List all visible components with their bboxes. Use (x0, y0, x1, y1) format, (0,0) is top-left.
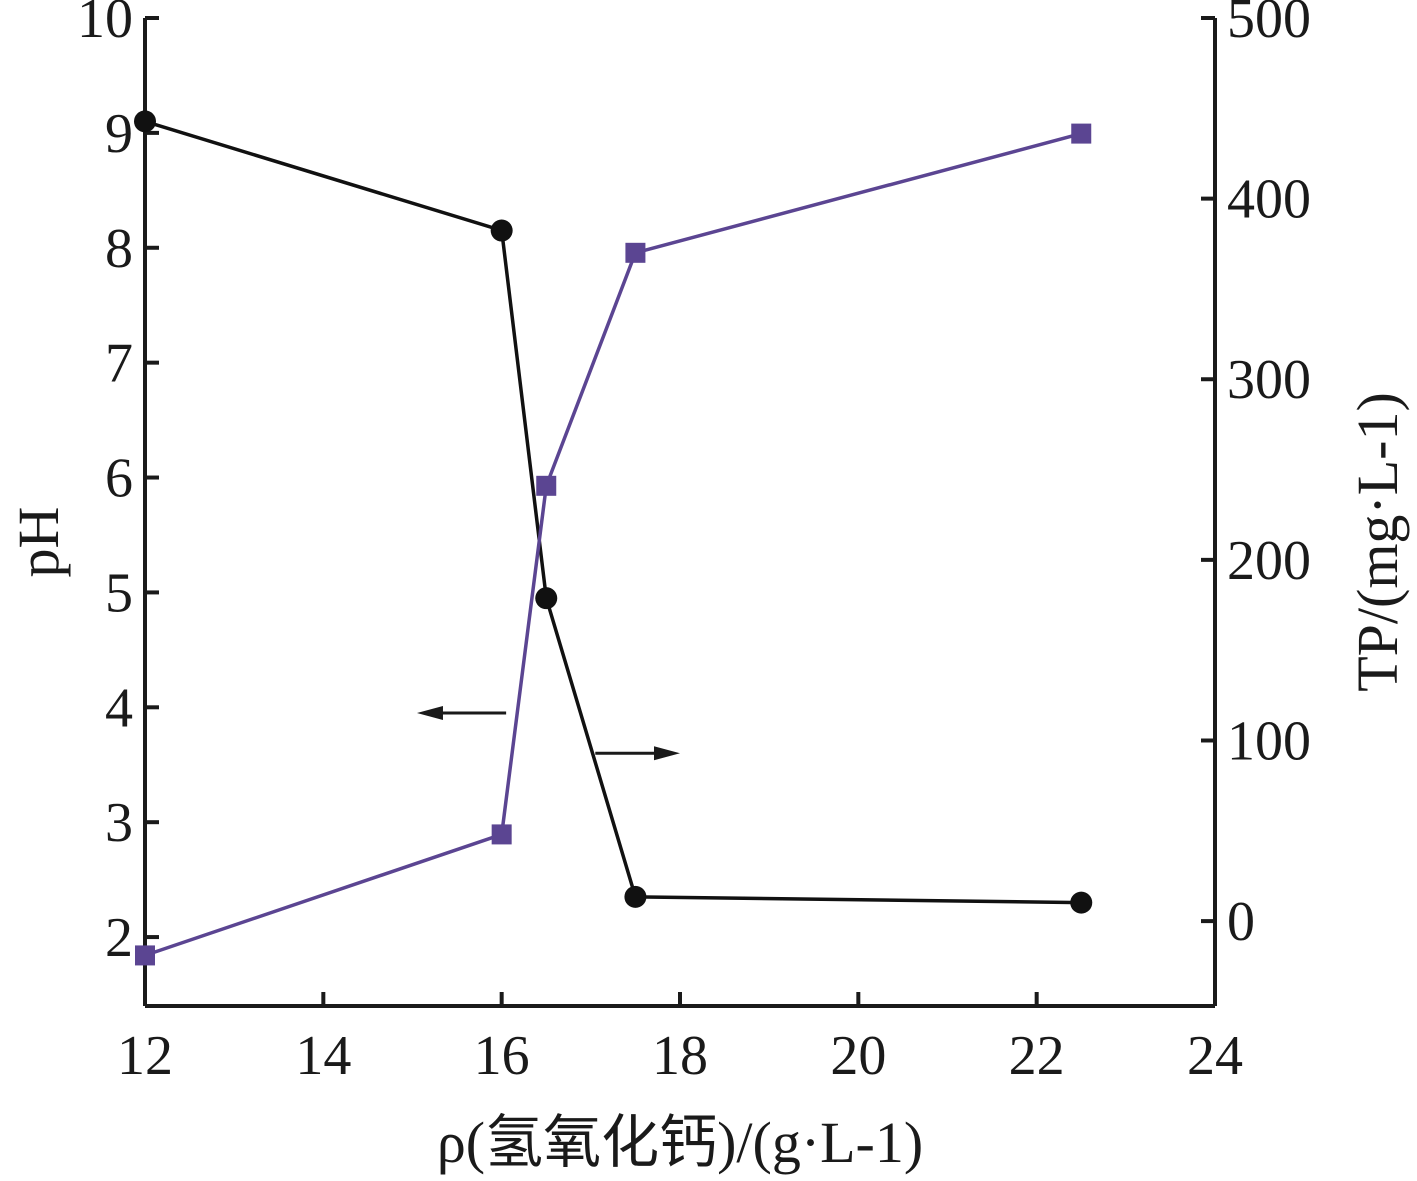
data-point-square (1071, 123, 1092, 144)
y-left-tick-label: 7 (105, 333, 133, 395)
x-tick-label: 12 (117, 1025, 173, 1087)
data-point-circle (624, 885, 647, 908)
y-left-tick-label: 6 (105, 448, 133, 510)
y-right-tick-label: 100 (1227, 710, 1311, 772)
data-point-circle (134, 110, 156, 133)
data-point-circle (1070, 891, 1093, 914)
series (134, 110, 1093, 966)
y-right-tick-label: 400 (1227, 169, 1311, 231)
data-point-circle (535, 587, 558, 610)
arrow-head (654, 746, 680, 761)
y-left-tick-label: 3 (105, 792, 133, 854)
x-axis-title: ρ(氢氧化钙)/(g·L-1) (437, 1110, 923, 1175)
data-point-square (135, 945, 155, 966)
x-tick-label: 18 (652, 1025, 708, 1087)
series-right (135, 123, 1092, 966)
y-right-tick-label: 300 (1227, 349, 1311, 411)
x-tick-label: 24 (1187, 1025, 1243, 1087)
series-line-left (144, 119, 1082, 905)
arrow-head (416, 706, 443, 721)
y-left-tick-label: 5 (105, 562, 133, 624)
annotations (416, 706, 680, 761)
y-right-tick-label: 500 (1227, 0, 1311, 50)
data-point-square (625, 242, 646, 263)
axes: 12 14 16 18 20 22 24 10 9 8 7 6 5 4 3 2 500 400 300 200 100 0 (77, 0, 1311, 1087)
y-axis-left-title: pH (6, 507, 71, 578)
x-tick-label: 22 (1009, 1025, 1065, 1087)
y-right-tick-label: 0 (1227, 891, 1255, 953)
data-point-circle (490, 219, 513, 242)
y-left-tick-label: 8 (105, 218, 133, 280)
arrow-left-icon (416, 706, 507, 721)
y-left-tick-label: 4 (105, 677, 133, 739)
x-tick-label: 14 (295, 1025, 351, 1087)
y-left-tick-label: 10 (77, 0, 133, 50)
y-axis-right-title: TP/(mg·L-1) (1345, 392, 1410, 692)
y-right-tick-label: 200 (1227, 530, 1311, 592)
x-tick-label: 16 (474, 1025, 530, 1087)
arrow-right-icon (595, 746, 680, 761)
series-left (134, 110, 1093, 914)
x-tick-label: 20 (830, 1025, 886, 1087)
y-left-tick-label: 2 (105, 907, 133, 969)
data-point-square (536, 475, 557, 496)
data-point-square (491, 824, 512, 845)
y-left-tick-label: 9 (105, 103, 133, 165)
series-line-right (144, 131, 1082, 958)
